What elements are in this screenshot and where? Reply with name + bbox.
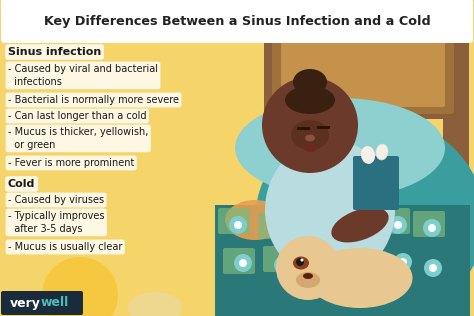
FancyBboxPatch shape	[280, 17, 446, 108]
Circle shape	[359, 260, 367, 268]
Circle shape	[429, 264, 437, 272]
Circle shape	[274, 226, 282, 234]
Text: Cold: Cold	[8, 179, 36, 189]
Circle shape	[394, 253, 412, 271]
Ellipse shape	[305, 135, 315, 142]
Text: - Caused by viral and bacterial
  infections: - Caused by viral and bacterial infectio…	[8, 64, 158, 87]
FancyBboxPatch shape	[218, 208, 250, 234]
Ellipse shape	[331, 208, 389, 242]
Ellipse shape	[293, 69, 327, 95]
Circle shape	[239, 259, 247, 267]
Text: - Caused by viruses: - Caused by viruses	[8, 195, 104, 205]
Text: - Mucus is usually clear: - Mucus is usually clear	[8, 242, 122, 252]
FancyBboxPatch shape	[215, 205, 470, 316]
Ellipse shape	[265, 140, 395, 280]
Ellipse shape	[296, 272, 320, 288]
Text: - Can last longer than a cold: - Can last longer than a cold	[8, 111, 146, 121]
Ellipse shape	[303, 144, 317, 152]
FancyBboxPatch shape	[338, 213, 370, 239]
Text: well: well	[41, 296, 69, 309]
Circle shape	[423, 219, 441, 237]
Circle shape	[234, 254, 252, 272]
Ellipse shape	[225, 200, 285, 240]
Circle shape	[394, 221, 402, 229]
Text: - Mucus is thicker, yellowish,
  or green: - Mucus is thicker, yellowish, or green	[8, 127, 148, 150]
Ellipse shape	[376, 144, 388, 160]
Circle shape	[349, 220, 367, 238]
FancyBboxPatch shape	[353, 156, 399, 210]
Circle shape	[354, 225, 362, 233]
Text: very: very	[10, 296, 41, 309]
Ellipse shape	[291, 120, 329, 150]
Text: - Bacterial is normally more severe: - Bacterial is normally more severe	[8, 95, 179, 105]
Circle shape	[296, 258, 304, 266]
FancyBboxPatch shape	[258, 213, 290, 239]
Ellipse shape	[235, 98, 445, 198]
Ellipse shape	[128, 292, 182, 316]
Circle shape	[234, 221, 242, 229]
FancyBboxPatch shape	[272, 12, 454, 114]
FancyBboxPatch shape	[303, 250, 335, 276]
Ellipse shape	[283, 265, 300, 291]
Circle shape	[276, 236, 340, 300]
Ellipse shape	[285, 86, 335, 114]
Circle shape	[262, 77, 358, 173]
Circle shape	[389, 216, 407, 234]
Ellipse shape	[361, 146, 375, 164]
Circle shape	[274, 256, 292, 274]
Circle shape	[229, 216, 247, 234]
Text: Key Differences Between a Sinus Infection and a Cold: Key Differences Between a Sinus Infectio…	[44, 15, 430, 27]
Text: Sinus infection: Sinus infection	[8, 47, 101, 57]
FancyBboxPatch shape	[1, 291, 83, 315]
FancyBboxPatch shape	[264, 6, 462, 119]
Circle shape	[301, 258, 303, 262]
Circle shape	[424, 259, 442, 277]
FancyBboxPatch shape	[223, 248, 255, 274]
FancyBboxPatch shape	[298, 206, 330, 232]
Ellipse shape	[303, 273, 313, 279]
Circle shape	[428, 224, 436, 232]
FancyBboxPatch shape	[343, 246, 375, 272]
FancyBboxPatch shape	[413, 211, 445, 237]
Circle shape	[319, 256, 327, 264]
Ellipse shape	[308, 248, 412, 308]
FancyBboxPatch shape	[263, 246, 295, 272]
Circle shape	[354, 255, 372, 273]
Circle shape	[279, 261, 287, 269]
FancyBboxPatch shape	[378, 208, 410, 234]
Circle shape	[309, 215, 327, 233]
Circle shape	[399, 258, 407, 266]
Circle shape	[314, 220, 322, 228]
Circle shape	[42, 257, 118, 316]
Ellipse shape	[293, 257, 309, 270]
Text: - Typically improves
  after 3-5 days: - Typically improves after 3-5 days	[8, 211, 104, 234]
FancyBboxPatch shape	[1, 0, 473, 43]
Ellipse shape	[255, 115, 474, 316]
FancyBboxPatch shape	[443, 8, 469, 252]
Text: - Fever is more prominent: - Fever is more prominent	[8, 158, 134, 168]
Circle shape	[269, 221, 287, 239]
Circle shape	[314, 251, 332, 269]
